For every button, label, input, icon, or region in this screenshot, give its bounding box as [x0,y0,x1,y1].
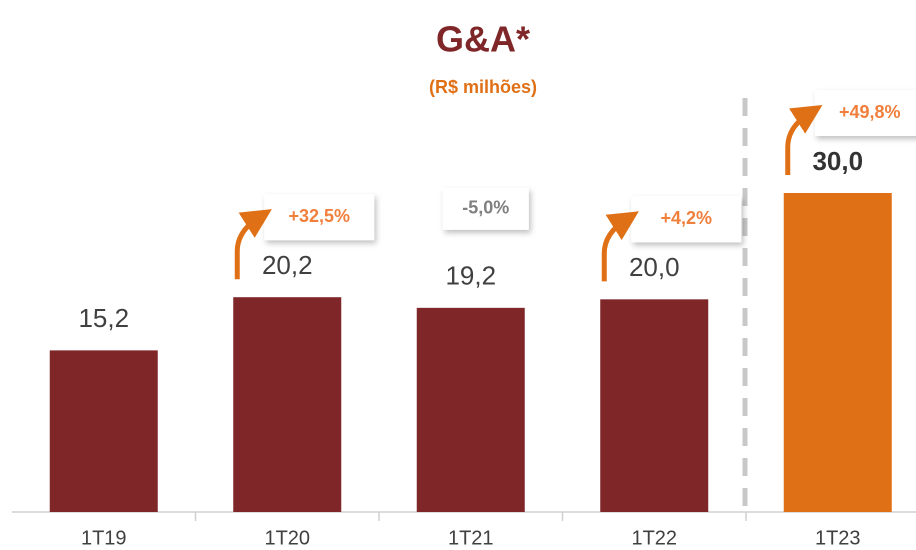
annotation-box [814,90,916,136]
value-label: 15,2 [78,303,129,333]
x-tick-label: 1T23 [815,527,861,549]
value-label: 20,0 [629,252,680,282]
value-label: 30,0 [812,146,863,176]
annotation-box [442,187,529,230]
bar [783,193,892,512]
growth-arrow [234,209,272,280]
chart-title: G&A* [436,19,530,60]
annotation: +49,8% [839,102,901,122]
annotation-box [631,196,742,243]
bar [49,350,158,512]
annotation: -5,0% [462,198,509,218]
value-label: 20,2 [262,250,313,280]
value-label: 19,2 [445,261,496,291]
growth-arrow [601,211,639,282]
growth-arrow [785,104,823,175]
bar [600,299,709,512]
x-tick-label: 1T21 [448,527,494,549]
annotation: +4,2% [660,208,712,228]
bar [416,307,525,512]
chart-subtitle: (R$ milhões) [429,77,537,97]
x-tick-label: 1T20 [264,527,310,549]
x-tick-label: 1T22 [631,527,677,549]
annotation: +32,5% [288,206,350,226]
x-tick-label: 1T19 [81,527,127,549]
bar [233,297,342,512]
annotation-box [264,194,375,241]
